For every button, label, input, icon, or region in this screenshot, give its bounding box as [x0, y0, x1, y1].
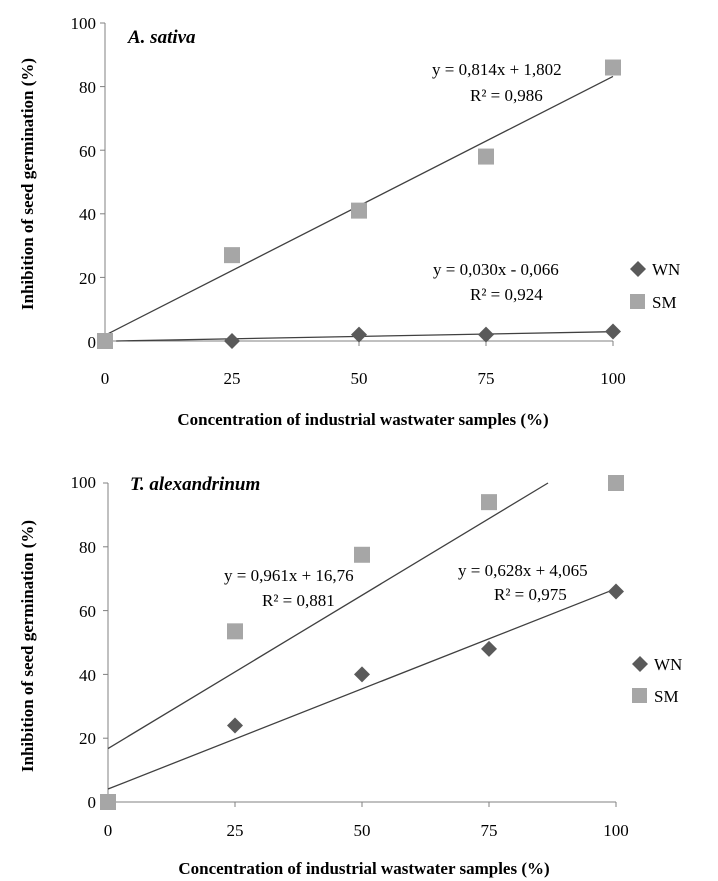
x-tick-label: 0: [101, 369, 110, 388]
x-tick-label: 100: [600, 369, 626, 388]
data-point-wn: [224, 333, 240, 349]
data-point-sm: [227, 623, 243, 640]
x-tick-label: 50: [351, 369, 368, 388]
y-axis-label: Inhibition of seed germination (%): [18, 520, 37, 772]
chart-panel-t-alexandrinum: T. alexandrinum 100 80 60 40 20 0 0 25 5…: [18, 473, 682, 878]
trendline-wn: [107, 588, 617, 790]
panel-title: T. alexandrinum: [130, 474, 260, 495]
data-point-wn: [354, 666, 370, 683]
data-point-sm: [100, 794, 116, 810]
legend-label-sm: SM: [652, 293, 677, 312]
data-point-sm: [224, 247, 240, 264]
legend-marker-wn: [630, 261, 646, 277]
trendline-equation-sm: y = 0,961x + 16,76: [224, 566, 354, 585]
legend: WN SM: [630, 260, 680, 312]
panel-title: A. sativa: [127, 27, 196, 48]
data-point-wn: [481, 640, 497, 657]
trendline-equation-wn: y = 0,628x + 4,065: [458, 561, 588, 580]
data-point-sm: [605, 59, 621, 76]
x-tick-label: 0: [104, 821, 113, 840]
data-point-wn: [351, 326, 367, 343]
y-tick-label: 40: [79, 205, 96, 224]
trendline-r2-wn: R² = 0,975: [494, 585, 567, 604]
x-axis-label: Concentration of industrial wastwater sa…: [177, 410, 548, 429]
y-tick-label: 20: [79, 729, 96, 748]
y-tick-label: 80: [79, 538, 96, 557]
chart-panel-a-sativa: A. sativa 100 80 60 40 20 0 0 25 50 75 1…: [18, 14, 680, 429]
y-tick-label: 100: [71, 473, 97, 492]
data-point-sm: [478, 148, 494, 165]
data-point-sm: [351, 202, 367, 219]
data-point-sm: [97, 333, 113, 349]
data-point-sm: [608, 475, 624, 491]
x-tick-label: 75: [478, 369, 495, 388]
y-tick-label: 80: [79, 78, 96, 97]
legend-label-sm: SM: [654, 687, 679, 706]
data-point-sm: [354, 546, 370, 563]
trendline-equation-wn: y = 0,030x - 0,066: [433, 260, 559, 279]
trendline-equation-sm: y = 0,814x + 1,802: [432, 60, 562, 79]
x-tick-label: 25: [227, 821, 244, 840]
y-tick-label: 60: [79, 602, 96, 621]
x-tick-label: 25: [224, 369, 241, 388]
y-tick-label: 0: [88, 333, 97, 352]
legend-marker-sm: [632, 688, 647, 703]
legend: WN SM: [632, 655, 682, 706]
y-tick-label: 100: [71, 14, 97, 33]
data-point-sm: [481, 494, 497, 511]
legend-marker-wn: [632, 656, 648, 672]
data-point-wn: [608, 583, 624, 600]
x-tick-label: 50: [354, 821, 371, 840]
data-point-wn: [227, 717, 243, 734]
y-tick-label: 0: [88, 793, 97, 812]
trendline-sm: [107, 482, 549, 750]
trendline-r2-sm: R² = 0,986: [470, 86, 543, 105]
trendline-r2-wn: R² = 0,924: [470, 285, 543, 304]
data-point-wn: [605, 323, 621, 340]
y-tick-label: 40: [79, 666, 96, 685]
trendline-r2-sm: R² = 0,881: [262, 591, 335, 610]
x-tick-label: 100: [603, 821, 629, 840]
y-tick-label: 20: [79, 269, 96, 288]
y-axis-label: Inhibition of seed germination (%): [18, 58, 37, 310]
legend-label-wn: WN: [652, 260, 680, 279]
plot-area-1: [97, 22, 621, 349]
y-tick-label: 60: [79, 142, 96, 161]
legend-marker-sm: [630, 294, 645, 309]
x-axis-label: Concentration of industrial wastwater sa…: [178, 859, 549, 878]
data-point-wn: [478, 326, 494, 343]
x-tick-label: 75: [481, 821, 498, 840]
plot-area-2: [100, 475, 624, 810]
legend-label-wn: WN: [654, 655, 682, 674]
